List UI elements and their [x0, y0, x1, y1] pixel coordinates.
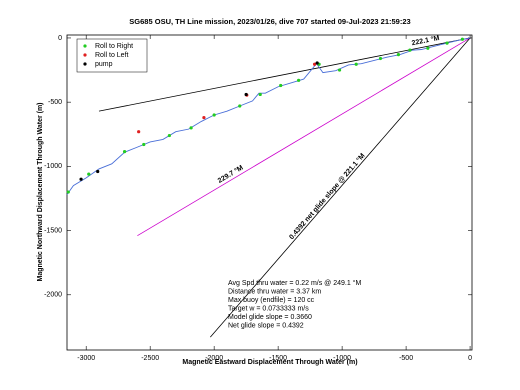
marker	[122, 150, 127, 154]
marker	[396, 53, 401, 57]
y-tick-label: -2000	[44, 292, 62, 299]
x-tick-label: 0	[468, 355, 472, 362]
y-tick-label: -1000	[44, 163, 62, 170]
plot-area	[66, 34, 473, 351]
marker	[378, 56, 383, 61]
y-tick-label: 0	[58, 35, 62, 42]
legend-marker	[83, 53, 87, 57]
legend-label: Roll to Right	[95, 43, 133, 50]
marker	[279, 83, 283, 88]
marker	[202, 115, 206, 120]
marker	[354, 62, 358, 66]
marker	[313, 62, 317, 66]
marker	[297, 78, 301, 82]
track-line	[66, 37, 471, 195]
reference-line	[137, 37, 471, 237]
marker	[212, 113, 216, 117]
x-tick-label: -3000	[77, 355, 95, 362]
marker	[315, 61, 319, 65]
marker	[189, 126, 193, 130]
marker	[96, 169, 100, 174]
marker	[79, 177, 83, 181]
legend-label: Roll to Left	[95, 52, 129, 59]
marker	[408, 48, 412, 52]
legend-marker	[83, 62, 87, 66]
annotation: Target w = 0.0733333 m/s	[228, 305, 309, 312]
y-tick-label: -500	[48, 99, 62, 106]
marker	[337, 68, 342, 72]
reference-line	[98, 37, 471, 112]
marker	[426, 46, 430, 50]
x-tick-label: -2000	[205, 355, 223, 362]
x-axis-label: Magnetic Eastward Displacement Through W…	[182, 359, 357, 366]
legend-label: pump	[95, 61, 113, 68]
marker	[167, 133, 171, 138]
annotation: Max buoy (endfile) = 120 cc	[228, 297, 315, 304]
annotation: Avg Spd thru water = 0.22 m/s @ 249.1 °M	[228, 279, 361, 287]
x-tick-label: -1500	[269, 355, 287, 362]
marker	[258, 92, 262, 97]
y-axis-label: Magnetic Northward Displacement Through …	[37, 102, 44, 281]
marker	[238, 104, 242, 108]
annotation: Model glide slope = 0.3660	[228, 314, 312, 321]
chart-title: SG685 OSU, TH Line mission, 2023/01/26, …	[129, 17, 410, 26]
reference-line	[210, 37, 471, 338]
legend-marker	[83, 44, 87, 48]
marker	[137, 130, 141, 134]
x-tick-label: -1000	[333, 355, 351, 362]
marker	[460, 37, 465, 41]
marker	[445, 41, 449, 45]
marker	[87, 172, 91, 176]
marker	[244, 92, 248, 97]
annotation: Distance thru water = 3.37 km	[228, 288, 321, 295]
x-tick-label: -500	[399, 355, 413, 362]
x-tick-label: -2500	[141, 355, 159, 362]
marker	[66, 190, 70, 194]
marker	[142, 142, 146, 147]
y-tick-label: -1500	[44, 227, 62, 234]
legend-box	[76, 38, 148, 73]
annotation: Net glide slope = 0.4392	[228, 322, 304, 329]
